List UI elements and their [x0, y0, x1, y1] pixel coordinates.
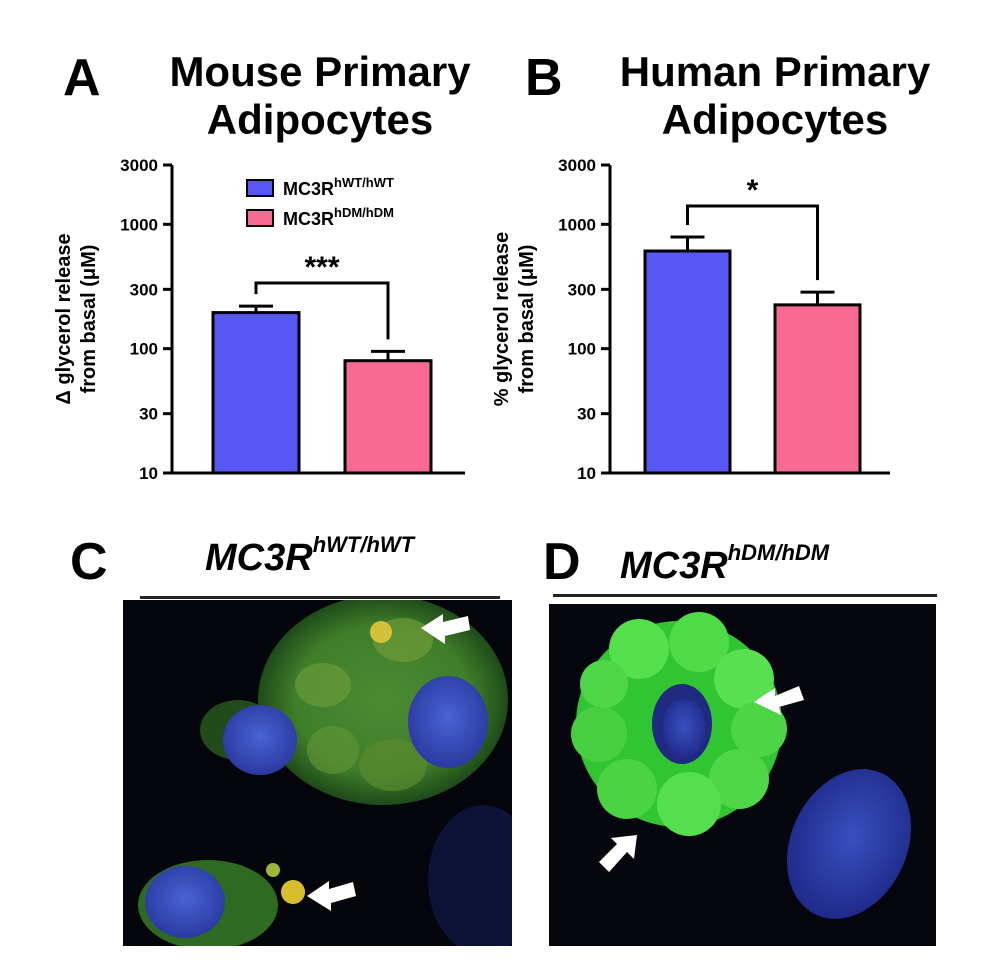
chart-b: 10 30 100 300 1000 3000 % glycerol release from…	[491, 156, 890, 483]
panel-letter-a: A	[63, 49, 101, 107]
panel-d-rule	[553, 594, 937, 597]
significance-bracket	[686, 204, 819, 281]
arrow-icon	[754, 686, 804, 715]
panel-b-title-line2: Adipocytes	[661, 96, 889, 144]
panel-a-title: Mouse Primary Adipocytes	[150, 48, 490, 145]
micrograph-wt	[123, 600, 512, 946]
arrow-icon	[307, 881, 356, 911]
y-tick-label: 3000	[558, 156, 596, 175]
legend-label: MC3RhDM/hDM	[283, 205, 394, 229]
arrow-icon	[599, 835, 637, 872]
panel-a-title-line2: Adipocytes	[206, 96, 434, 144]
significance-bracket	[254, 281, 390, 340]
legend-swatch	[246, 179, 274, 197]
significance-stars: ***	[304, 251, 339, 284]
y-tick-label: 300	[568, 280, 596, 299]
bar	[773, 303, 862, 475]
y-axis-label: from basal (μM)	[516, 245, 538, 394]
chart-a: 10 30 100 300 1000 3000 Δ glycerol release from…	[53, 156, 465, 483]
panel-b-title-line1: Human Primary	[619, 48, 931, 95]
y-tick-label: 100	[568, 340, 596, 359]
panel-letter-d: D	[543, 533, 581, 591]
y-axis-label: % glycerol release	[491, 232, 513, 407]
panel-a-title-line1: Mouse Primary	[169, 48, 471, 95]
panel-letter-c: C	[70, 533, 108, 591]
panel-letter-b: B	[525, 49, 563, 107]
panel-d-label: MC3RhDM/hDM	[620, 540, 829, 588]
y-tick-label: 10	[577, 464, 596, 483]
y-tick-label: 1000	[120, 215, 158, 234]
panel-d-label-sup: hDM/hDM	[727, 540, 830, 565]
panel-c-label-main: MC3R	[205, 537, 313, 579]
bar	[343, 359, 433, 475]
y-axis-label: Δ glycerol release	[53, 233, 75, 404]
panel-c-label: MC3RhWT/hWT	[205, 532, 414, 580]
panel-c-label-sup: hWT/hWT	[312, 532, 415, 557]
legend-swatch	[246, 209, 274, 227]
significance-stars: *	[747, 174, 759, 207]
bar	[643, 249, 732, 475]
y-tick-label: 10	[139, 464, 158, 483]
arrow-icon	[421, 614, 470, 644]
legend-label: MC3RhWT/hWT	[283, 175, 394, 199]
y-tick-label: 100	[130, 340, 158, 359]
panel-d-label-main: MC3R	[620, 545, 728, 587]
y-tick-label: 1000	[558, 215, 596, 234]
y-axis-label: from basal (μM)	[78, 245, 100, 394]
y-tick-label: 30	[139, 405, 158, 424]
micrograph-dm	[549, 604, 936, 946]
y-tick-label: 3000	[120, 156, 158, 175]
bar	[211, 311, 301, 475]
y-tick-label: 30	[577, 405, 596, 424]
panel-b-title: Human Primary Adipocytes	[600, 48, 950, 145]
y-tick-label: 300	[130, 280, 158, 299]
panel-c-rule	[140, 596, 500, 599]
